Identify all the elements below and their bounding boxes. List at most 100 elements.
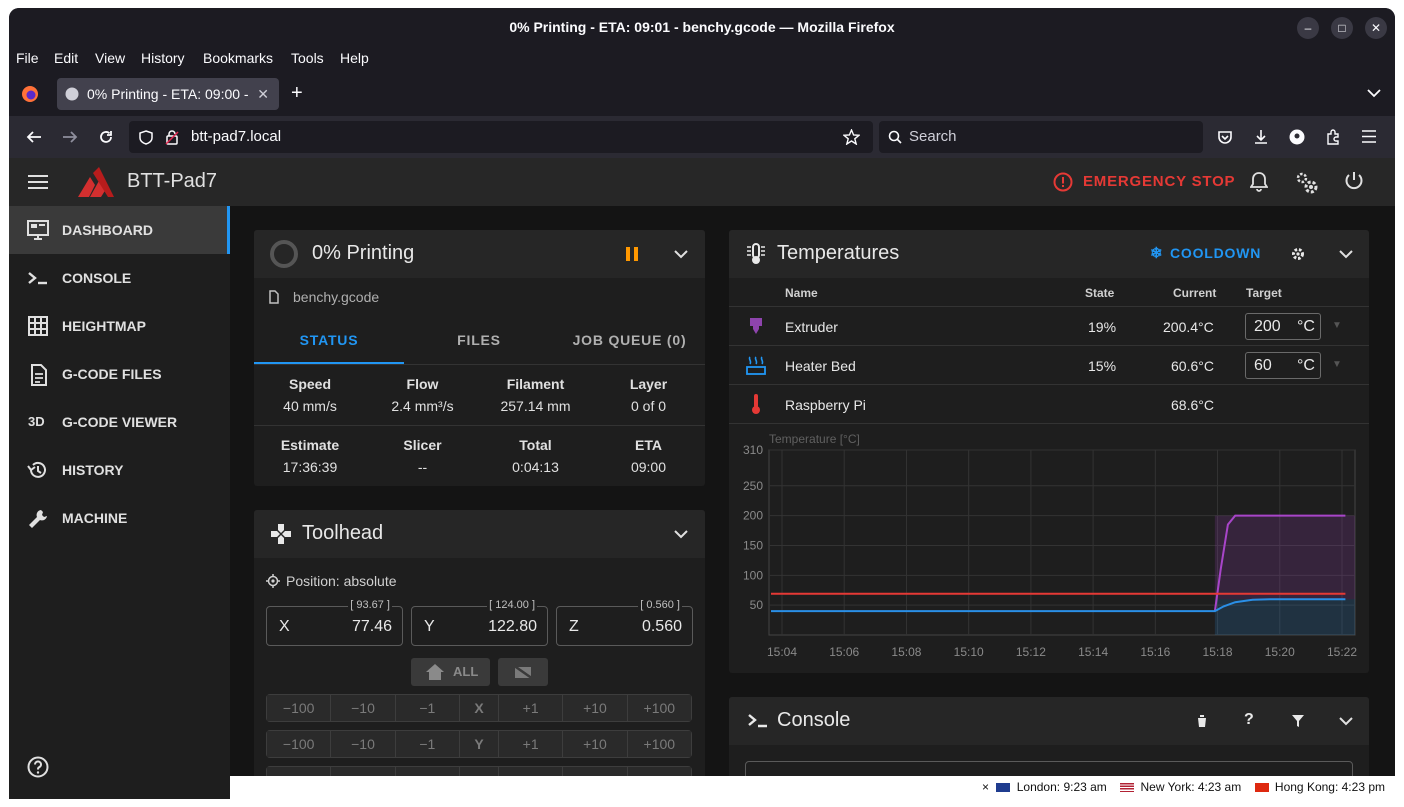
- forward-icon[interactable]: [62, 129, 78, 145]
- tab-files[interactable]: FILES: [457, 332, 501, 348]
- stat-value: --: [417, 459, 428, 475]
- pocket-icon[interactable]: [1217, 129, 1233, 145]
- chart-x-tick-label: 15:12: [1016, 645, 1046, 659]
- sidebar-item-heightmap[interactable]: HEIGHTMAP: [9, 302, 230, 350]
- sidebar-item-machine[interactable]: MACHINE: [9, 494, 230, 542]
- new-tab-icon[interactable]: +: [291, 82, 303, 104]
- help-circle-icon[interactable]: [27, 756, 49, 778]
- menu-help[interactable]: Help: [340, 50, 369, 66]
- bookmark-star-icon[interactable]: [843, 129, 860, 145]
- preset-dropdown-icon[interactable]: ▼: [1332, 359, 1342, 370]
- collapse-chevron-icon[interactable]: [1339, 716, 1353, 726]
- temperature-chart[interactable]: Temperature [°C] 50 100 150 200 250 310 15:04 15…: [729, 430, 1369, 673]
- console-title: Console: [777, 709, 851, 731]
- motors-off-button[interactable]: [498, 658, 548, 686]
- jog-y-plus-1-button[interactable]: +1: [498, 731, 564, 757]
- heater-state: 15%: [1088, 358, 1117, 374]
- toolhead-title: Toolhead: [302, 522, 384, 544]
- help-icon[interactable]: ?: [1244, 711, 1254, 728]
- trash-icon[interactable]: [1196, 714, 1208, 728]
- divider: [254, 364, 705, 365]
- minimize-icon[interactable]: –: [1297, 17, 1319, 39]
- sidebar-item-gcode-viewer[interactable]: 3D G-CODE VIEWER: [9, 398, 230, 446]
- firefox-icon[interactable]: [21, 85, 39, 103]
- jog-y-plus-10-button[interactable]: +10: [563, 731, 628, 757]
- jog-x-plus-10-button[interactable]: +10: [563, 695, 628, 721]
- home-all-label: ALL: [453, 664, 479, 679]
- window-title: 0% Printing - ETA: 09:01 - benchy.gcode …: [509, 19, 895, 35]
- stat-speed: Speed 40 mm/s: [254, 376, 366, 414]
- jog-x-minus-1-button[interactable]: −1: [395, 695, 460, 721]
- menu-bookmarks[interactable]: Bookmarks: [203, 50, 274, 66]
- jog-y-minus-100-button[interactable]: −100: [267, 731, 332, 757]
- menu-edit[interactable]: Edit: [54, 50, 79, 66]
- settings-gears-icon[interactable]: [1295, 171, 1319, 195]
- home-all-button[interactable]: ALL: [411, 658, 490, 686]
- table-row: Heater Bed 15% 60.6°C 60 °C ▼: [729, 345, 1369, 384]
- reload-icon[interactable]: [98, 129, 114, 145]
- filter-icon[interactable]: [1291, 714, 1305, 728]
- close-icon[interactable]: ×: [982, 780, 990, 794]
- chevron-down-icon[interactable]: [1367, 88, 1381, 98]
- jog-x-plus-100-button[interactable]: +100: [627, 695, 691, 721]
- sidebar-item-gcode-files[interactable]: G-CODE FILES: [9, 350, 230, 398]
- extruder-target-input[interactable]: 200 °C: [1245, 313, 1321, 340]
- menu-view[interactable]: View: [95, 50, 126, 66]
- pause-icon[interactable]: [625, 247, 639, 261]
- stat-value: 17:36:39: [282, 459, 338, 475]
- jog-y-plus-100-button[interactable]: +100: [627, 731, 691, 757]
- search-bar[interactable]: Search: [879, 121, 1203, 153]
- tab-close-icon[interactable]: ✕: [257, 86, 269, 102]
- stat-total: Total 0:04:13: [479, 437, 592, 475]
- extensions-icon[interactable]: [1325, 129, 1341, 145]
- chart-y-tick-label: 200: [743, 509, 763, 523]
- axis-commanded: [ 124.00 ]: [487, 599, 537, 611]
- nav-toggle-icon[interactable]: [28, 175, 48, 189]
- lock-insecure-icon[interactable]: [165, 130, 179, 145]
- tab-status[interactable]: STATUS: [299, 332, 359, 348]
- chart-x-tick-label: 15:20: [1265, 645, 1295, 659]
- menu-file[interactable]: File: [16, 50, 39, 66]
- power-icon[interactable]: [1344, 171, 1364, 191]
- menu-tools[interactable]: Tools: [291, 50, 324, 66]
- status-panel-header: 0% Printing: [254, 230, 705, 278]
- cooldown-button[interactable]: ❄ COOLDOWN: [1150, 245, 1261, 262]
- x-position-field[interactable]: X 77.46 [ 93.67 ]: [266, 599, 403, 646]
- stat-label: Slicer: [403, 437, 442, 453]
- shield-icon[interactable]: [139, 130, 153, 145]
- sidebar-item-console[interactable]: CONSOLE: [9, 254, 230, 302]
- sidebar-item-dashboard[interactable]: DASHBOARD: [9, 206, 230, 254]
- collapse-chevron-icon[interactable]: [1339, 249, 1353, 259]
- back-icon[interactable]: [26, 129, 42, 145]
- jog-y-minus-10-button[interactable]: −10: [331, 731, 396, 757]
- jog-x-plus-1-button[interactable]: +1: [498, 695, 564, 721]
- notifications-bell-icon[interactable]: [1250, 171, 1268, 193]
- hamburger-menu-icon[interactable]: [1362, 130, 1376, 143]
- jog-y-minus-1-button[interactable]: −1: [395, 731, 460, 757]
- extruder-target-area: [1214, 515, 1355, 600]
- status-tabs: STATUS FILES JOB QUEUE (0): [254, 316, 705, 364]
- close-icon[interactable]: ✕: [1365, 17, 1387, 39]
- toolhead-panel: Toolhead Position: absolute X 77.46 [ 93…: [254, 510, 705, 799]
- downloads-icon[interactable]: [1253, 129, 1269, 145]
- printer-name[interactable]: BTT-Pad7: [127, 170, 218, 192]
- z-position-field[interactable]: Z 0.560 [ 0.560 ]: [556, 599, 693, 646]
- sidebar-item-history[interactable]: HISTORY: [9, 446, 230, 494]
- jog-x-minus-10-button[interactable]: −10: [331, 695, 396, 721]
- heater-bed-target-input[interactable]: 60 °C: [1245, 352, 1321, 379]
- sidebar-item-label: G-CODE FILES: [62, 366, 162, 382]
- collapse-chevron-icon[interactable]: [674, 529, 688, 539]
- chart-y-tick-label: 250: [743, 479, 763, 493]
- menu-history[interactable]: History: [141, 50, 185, 66]
- emergency-stop-button[interactable]: EMERGENCY STOP: [1053, 171, 1235, 193]
- browser-tab[interactable]: 0% Printing - ETA: 09:00 - ✕: [57, 78, 279, 110]
- settings-gear-icon[interactable]: [1291, 247, 1305, 261]
- address-bar[interactable]: btt-pad7.local: [129, 121, 873, 153]
- maximize-icon[interactable]: □: [1331, 17, 1353, 39]
- tab-job-queue[interactable]: JOB QUEUE (0): [572, 332, 687, 348]
- jog-x-minus-100-button[interactable]: −100: [267, 695, 332, 721]
- preset-dropdown-icon[interactable]: ▼: [1332, 320, 1342, 331]
- account-icon[interactable]: [1289, 129, 1305, 145]
- y-position-field[interactable]: Y 122.80 [ 124.00 ]: [411, 599, 548, 646]
- collapse-chevron-icon[interactable]: [674, 249, 688, 259]
